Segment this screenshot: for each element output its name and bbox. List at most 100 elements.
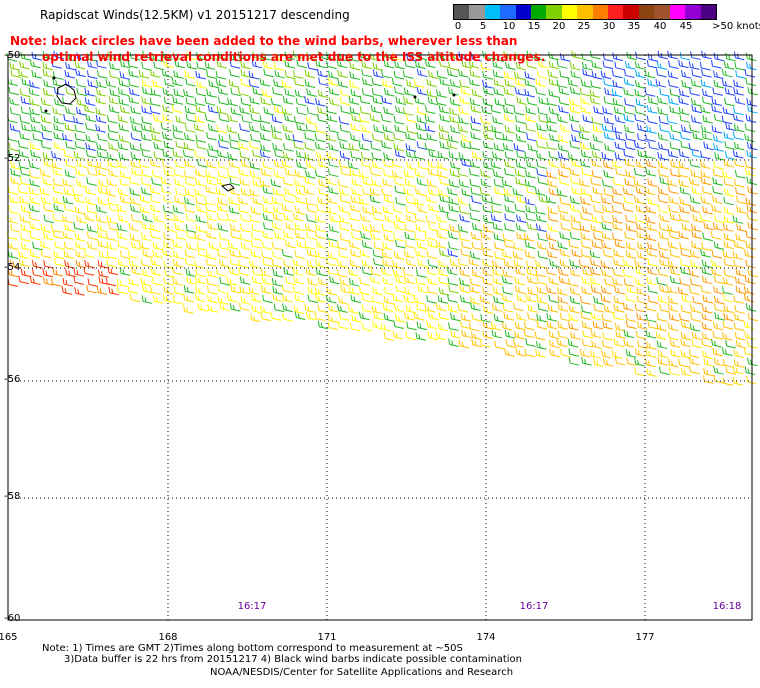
wind-barb — [592, 124, 604, 133]
wind-barb — [657, 242, 669, 251]
wind-barb — [657, 106, 669, 116]
wind-barb — [97, 239, 108, 249]
wind-barb — [219, 277, 230, 286]
wind-barb — [580, 212, 591, 222]
wind-barb — [536, 295, 548, 305]
wind-barb — [623, 338, 634, 348]
wind-barb — [612, 311, 624, 321]
wind-barb — [637, 241, 648, 251]
wind-barb — [76, 159, 88, 169]
wind-barb — [504, 61, 516, 71]
wind-barb — [230, 106, 242, 116]
wind-barb — [580, 249, 592, 258]
wind-barb — [589, 267, 601, 276]
wind-barb — [306, 259, 318, 269]
wind-barb — [713, 295, 725, 305]
wind-barb — [578, 131, 590, 141]
wind-barb — [667, 303, 679, 312]
wind-barb — [7, 278, 19, 287]
contamination-circle — [44, 109, 48, 113]
wind-barb — [427, 167, 439, 177]
wind-barb — [458, 232, 470, 242]
colorbar-label: 15 — [527, 21, 541, 32]
wind-barb — [625, 320, 637, 329]
wind-barb — [29, 141, 40, 151]
wind-barb — [669, 105, 680, 115]
wind-barb — [7, 133, 18, 142]
wind-barb — [501, 250, 513, 259]
wind-barb — [315, 223, 326, 233]
wind-barb — [503, 87, 515, 96]
wind-barb — [678, 213, 690, 223]
wind-barb — [723, 206, 735, 215]
wind-barb — [669, 266, 681, 276]
wind-barb — [349, 80, 360, 89]
wind-barb — [339, 124, 351, 133]
wind-barb — [668, 204, 679, 214]
wind-barb — [274, 69, 286, 79]
wind-barb — [142, 50, 153, 60]
wind-barb — [635, 51, 646, 61]
wind-barb — [184, 124, 196, 133]
contamination-note-line2: optimal wind retrieval conditions are me… — [42, 50, 546, 64]
wind-barb — [240, 223, 251, 233]
wind-barb — [326, 195, 338, 205]
wind-barb — [591, 70, 603, 80]
wind-barb — [581, 338, 593, 348]
wind-barb — [194, 168, 206, 178]
wind-barb — [491, 204, 502, 214]
wind-barb — [471, 312, 482, 322]
wind-barb — [402, 70, 414, 79]
wind-barb — [625, 214, 636, 224]
wind-barb — [304, 176, 316, 186]
wind-barb — [591, 240, 603, 249]
wind-barb — [692, 214, 703, 223]
wind-barb — [108, 222, 119, 231]
wind-barb — [721, 79, 733, 88]
wind-barb — [61, 214, 73, 224]
wind-barb — [611, 350, 623, 359]
wind-barb — [635, 160, 647, 169]
wind-barb — [428, 203, 439, 213]
wind-barb — [712, 186, 723, 195]
wind-barb — [600, 260, 612, 269]
wind-barb — [482, 97, 493, 107]
wind-barb — [667, 96, 679, 106]
wind-barb — [161, 69, 173, 78]
wind-barb — [106, 258, 117, 268]
wind-barb — [603, 78, 614, 87]
wind-barb — [723, 178, 735, 187]
wind-barb — [470, 104, 482, 114]
wind-barb — [95, 167, 106, 177]
wind-barb — [237, 141, 249, 150]
wind-barb — [439, 194, 450, 204]
wind-barb — [635, 214, 646, 224]
wind-barb — [372, 133, 383, 143]
wind-barb — [207, 149, 218, 159]
wind-barb — [173, 213, 185, 223]
wind-barb — [405, 143, 417, 152]
wind-barb — [40, 106, 51, 115]
wind-barb — [570, 214, 582, 224]
wind-barb — [274, 53, 285, 62]
wind-barb — [490, 213, 502, 223]
wind-barb — [438, 132, 450, 141]
footer-notes-line2: 3)Data buffer is 22 hrs from 20151217 4)… — [64, 654, 522, 665]
wind-barb — [579, 223, 591, 233]
wind-barb — [350, 88, 362, 98]
wind-barb — [106, 241, 118, 251]
wind-barb — [294, 206, 306, 215]
wind-barb — [184, 188, 196, 197]
wind-barb — [10, 224, 21, 233]
wind-barb — [734, 276, 746, 286]
wind-barb — [526, 222, 538, 231]
wind-barb — [590, 311, 602, 321]
wind-barb — [186, 230, 197, 240]
wind-barb — [96, 161, 108, 170]
wind-barb — [358, 142, 370, 151]
wind-barb — [549, 348, 560, 358]
wind-barb — [589, 142, 601, 151]
wind-barb — [689, 323, 701, 332]
wind-barb — [415, 269, 427, 278]
wind-barb — [666, 285, 678, 294]
